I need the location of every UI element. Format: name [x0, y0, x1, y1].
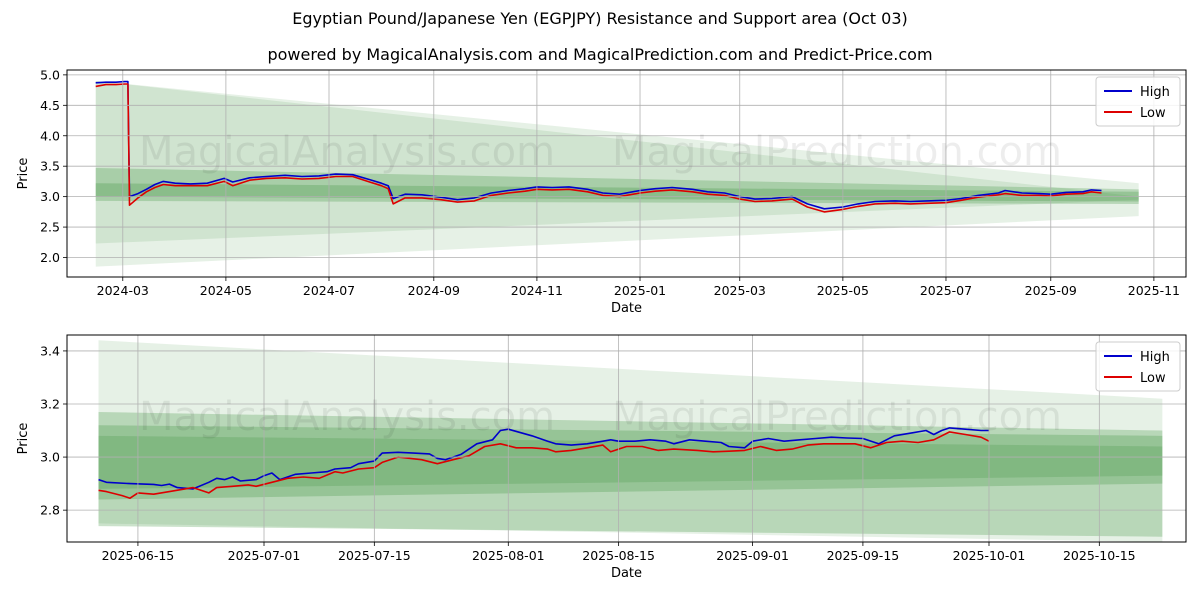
support-resistance-band-4 — [98, 435, 1163, 489]
x-tick-label: 2024-03 — [97, 283, 149, 298]
watermark: MagicalAnalysis.com — [139, 394, 555, 440]
y-tick-label: 3.4 — [40, 343, 60, 358]
x-tick-label: 2024-07 — [303, 283, 355, 298]
watermark: MagicalPrediction.com — [612, 394, 1062, 440]
x-tick-label: 2024-11 — [511, 283, 563, 298]
y-tick-label: 4.5 — [40, 98, 60, 113]
x-tick-label: 2025-06-15 — [102, 548, 175, 563]
legend-label: Low — [1140, 106, 1166, 121]
chart-panel-1: 2024-03 2024-05 2024-07 2024-09 2024-11 2025-… — [16, 67, 1187, 316]
y-axis-label: Price — [16, 158, 31, 190]
x-tick-label: 2024-09 — [408, 283, 460, 298]
series-line-low — [98, 431, 990, 499]
series-line-high — [98, 427, 989, 490]
y-tick-label: 5.0 — [40, 67, 60, 82]
y-tick-label: 3.2 — [40, 397, 60, 412]
x-tick-label: 2025-05 — [817, 283, 869, 298]
plot-frame — [66, 69, 1187, 278]
watermark: MagicalPrediction.com — [612, 129, 1062, 175]
legend-box — [1095, 341, 1181, 392]
series-line-high — [95, 80, 1102, 210]
legend-label: High — [1140, 350, 1170, 365]
watermark: MagicalAnalysis.com — [139, 129, 555, 175]
plot-area — [98, 340, 1163, 542]
x-tick-label: 2025-01 — [614, 283, 666, 298]
x-tick-label: 2025-10-01 — [953, 548, 1026, 563]
x-tick-label: 2025-07-01 — [228, 548, 301, 563]
y-tick-label: 2.5 — [40, 220, 60, 235]
x-tick-label: 2025-07-15 — [338, 548, 411, 563]
x-tick-label: 2025-07 — [920, 283, 972, 298]
y-tick-label: 4.0 — [40, 128, 60, 143]
y-tick-label: 3.5 — [40, 159, 60, 174]
chart-panel-2: 2025-06-15 2025-07-01 2025-07-15 2025-08-01… — [16, 334, 1187, 581]
x-tick-label: 2025-09-15 — [827, 548, 900, 563]
legend-box — [1095, 76, 1181, 127]
x-tick-label: 2024-05 — [200, 283, 252, 298]
legend-label: Low — [1140, 371, 1166, 386]
chart-title: Egyptian Pound/Japanese Yen (EGPJPY) Res… — [292, 9, 908, 28]
x-tick-label: 2025-10-15 — [1063, 548, 1136, 563]
x-tick-label: 2025-03 — [714, 283, 766, 298]
x-axis-label: Date — [611, 566, 642, 581]
support-resistance-band-1 — [95, 80, 1139, 267]
x-tick-label: 2025-11 — [1128, 283, 1180, 298]
support-resistance-band-2 — [95, 80, 1139, 244]
x-tick-label: 2025-09 — [1025, 283, 1077, 298]
chart-subtitle: powered by MagicalAnalysis.com and Magic… — [267, 45, 933, 64]
x-tick-label: 2025-09-01 — [716, 548, 789, 563]
x-tick-label: 2025-08-01 — [472, 548, 545, 563]
x-tick-label: 2025-08-15 — [582, 548, 655, 563]
y-tick-label: 3.0 — [40, 189, 60, 204]
y-tick-label: 3.0 — [40, 450, 60, 465]
legend-label: High — [1140, 85, 1170, 100]
y-tick-label: 2.8 — [40, 503, 60, 518]
y-axis-label: Price — [16, 423, 31, 455]
plot-area — [95, 80, 1139, 267]
y-tick-label: 2.0 — [40, 250, 60, 265]
support-resistance-band-2 — [98, 411, 1163, 537]
series-line-low — [95, 83, 1102, 213]
plot-frame — [66, 334, 1187, 543]
x-axis-label: Date — [611, 301, 642, 316]
support-resistance-band-3 — [98, 425, 1163, 500]
